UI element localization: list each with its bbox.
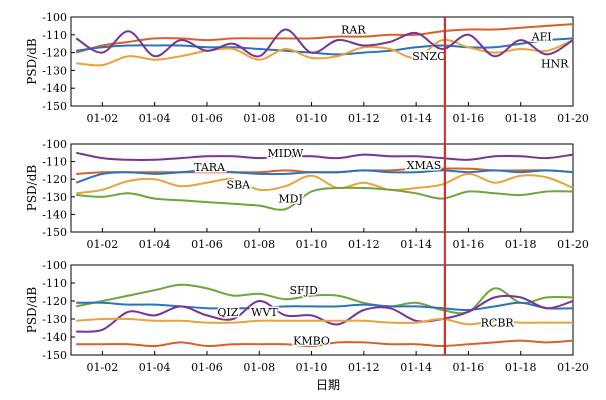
panel-1-xtick-label: 01-14 <box>400 112 432 125</box>
station-label-qiz: QIZ <box>217 306 238 319</box>
series-tara-line <box>75 169 574 184</box>
panel-3-ytick-label: -150 <box>42 349 67 362</box>
series-midw-line <box>75 151 574 162</box>
panel-3-ytick-label: -120 <box>42 295 67 308</box>
panel-3-xtick-label: 01-16 <box>453 361 485 374</box>
panel-2-xtick-label: 01-10 <box>296 238 328 251</box>
x-axis-title: 日期 <box>316 378 340 392</box>
panel-1-xtick-label: 01-04 <box>139 112 171 125</box>
panel-3-xtick-label: 01-12 <box>348 361 380 374</box>
station-label-xmas: XMAS <box>407 159 442 172</box>
panel-3-xtick-label: 01-08 <box>243 361 275 374</box>
station-label-afi: AFI <box>531 31 552 44</box>
panel-1-xtick-label: 01-10 <box>296 112 328 125</box>
panel-2-xtick-label: 01-12 <box>348 238 380 251</box>
station-label-midw: MIDW <box>268 147 304 160</box>
series-snzo-line <box>76 38 574 67</box>
panel-1-ytick-label: -140 <box>42 82 67 95</box>
panel-1-frame <box>70 16 574 107</box>
station-label-wvt: WVT <box>251 306 278 319</box>
panel-3-xtick-label: 01-18 <box>505 361 537 374</box>
panel-1-xtick-label: 01-20 <box>557 112 589 125</box>
panel-2-xtick-label: 01-14 <box>400 238 432 251</box>
series-afi-line <box>76 37 574 56</box>
station-label-hnr: HNR <box>541 57 569 70</box>
panel-2-xtick-label: 01-16 <box>453 238 485 251</box>
panel-1-xtick-label: 01-06 <box>191 112 223 125</box>
panel-2-ytick-label: -130 <box>42 191 67 204</box>
station-label-kmbo: KMBO <box>293 335 330 348</box>
panel-3-xtick-label: 01-06 <box>191 361 223 374</box>
panel-1-ytick-label: -150 <box>42 100 67 113</box>
panel-1-ytick-label: -130 <box>42 64 67 77</box>
panel-3-frame <box>70 264 574 356</box>
panel-3-xtick-label: 01-04 <box>139 361 171 374</box>
panel-2-xtick-label: 01-04 <box>139 238 171 251</box>
panel-2-xtick-label: 01-18 <box>505 238 537 251</box>
panel-1-xtick-label: 01-02 <box>87 112 119 125</box>
station-label-snzo: SNZO <box>412 50 446 63</box>
panel-3-xtick-label: 01-20 <box>557 361 589 374</box>
panel-2-ytick-label: -150 <box>42 226 67 239</box>
panel-1-ytick-label: -120 <box>42 47 67 60</box>
panel-2-xtick-label: 01-06 <box>191 238 223 251</box>
station-label-tara: TARA <box>194 161 226 174</box>
panel-2-ytick-label: -110 <box>42 156 67 169</box>
panel-3-xtick-label: 01-10 <box>296 361 328 374</box>
panel-3-ytick-label: -130 <box>42 313 67 326</box>
panel-2-ytick-label: -100 <box>42 138 67 151</box>
panel-1-xtick-label: 01-12 <box>348 112 380 125</box>
panel-3-ytick-label: -100 <box>42 259 67 272</box>
series-hnr-line <box>75 28 574 58</box>
panel-1-ylabel: PSD/dB <box>25 38 39 85</box>
series-sba-line <box>76 172 574 195</box>
series-sfjd-line <box>75 283 574 315</box>
panel-2-xtick-label: 01-02 <box>87 238 119 251</box>
panel-2-xtick-label: 01-08 <box>243 238 275 251</box>
panel-1-ytick-label: -100 <box>42 11 67 24</box>
panel-3-xtick-label: 01-02 <box>87 361 119 374</box>
panel-1-xtick-label: 01-18 <box>505 112 537 125</box>
series-rar-line <box>75 23 574 54</box>
panel-2-ytick-label: -140 <box>42 208 67 221</box>
panel-1-xtick-label: 01-08 <box>243 112 275 125</box>
station-label-rar: RAR <box>341 23 366 36</box>
panel-3-ylabel: PSD/dB <box>25 287 39 334</box>
panel-2-ytick-label: -120 <box>42 173 67 186</box>
station-label-mdj: MDJ <box>278 193 303 206</box>
series-rcbr-line <box>76 317 573 326</box>
panel-3-ytick-label: -140 <box>42 331 67 344</box>
series-wvt-line <box>76 301 574 312</box>
panel-2-xtick-label: 01-20 <box>557 238 589 251</box>
panel-3-ytick-label: -110 <box>42 277 67 290</box>
panel-3-xtick-label: 01-14 <box>400 361 432 374</box>
station-label-sba: SBA <box>227 178 252 191</box>
station-label-sfjd: SFJD <box>289 284 318 297</box>
station-label-rcbr: RCBR <box>481 317 515 330</box>
series-kmbo-line <box>76 339 574 348</box>
panel-1-xtick-label: 01-16 <box>453 112 485 125</box>
panel-1-ytick-label: -110 <box>42 29 67 42</box>
panel-2-ylabel: PSD/dB <box>25 165 39 212</box>
series-mdj-line <box>76 186 574 211</box>
